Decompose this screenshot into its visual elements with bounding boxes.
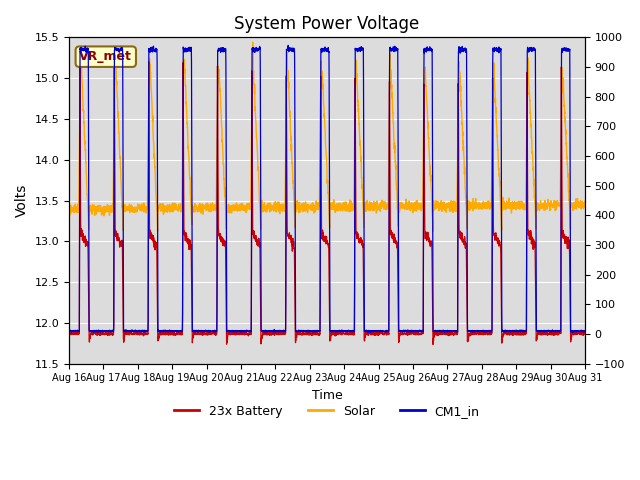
Text: VR_met: VR_met bbox=[79, 50, 132, 63]
Title: System Power Voltage: System Power Voltage bbox=[234, 15, 420, 33]
Legend: 23x Battery, Solar, CM1_in: 23x Battery, Solar, CM1_in bbox=[169, 400, 484, 423]
X-axis label: Time: Time bbox=[312, 389, 342, 402]
Y-axis label: Volts: Volts bbox=[15, 184, 29, 217]
